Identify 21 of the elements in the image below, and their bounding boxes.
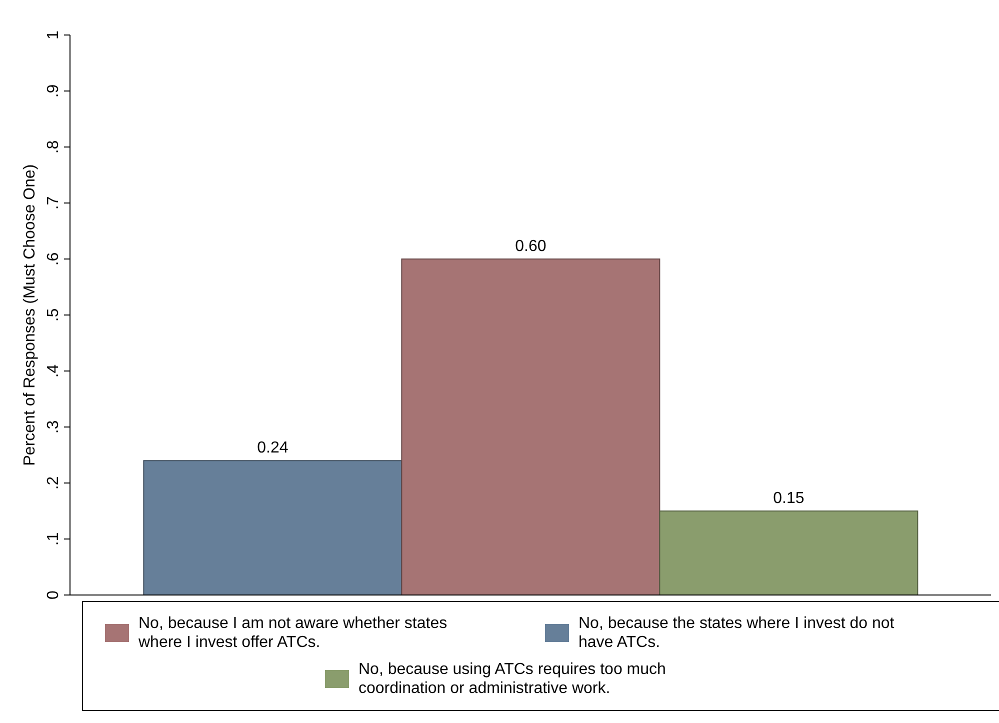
- y-tick-label: .4: [45, 364, 62, 378]
- data-label: 0.24: [257, 440, 288, 457]
- y-tick-label: .2: [45, 476, 62, 490]
- y-tick-label: .3: [45, 420, 62, 434]
- y-tick-label: .1: [45, 532, 62, 546]
- y-tick-label: 0: [45, 590, 62, 600]
- y-tick-label: .5: [45, 308, 62, 322]
- legend-label: No, because using ATCs requires too much coordination or administrative work.: [358, 660, 667, 698]
- bar: [143, 460, 402, 595]
- y-tick-label: .8: [45, 140, 62, 154]
- y-tick-label: 1: [45, 30, 62, 40]
- bar: [659, 510, 918, 595]
- y-tick-label: .6: [45, 252, 62, 266]
- data-label: 0.60: [515, 238, 546, 255]
- y-axis-title: Percent of Responses (Must Choose One): [22, 164, 39, 466]
- bar: [401, 258, 660, 595]
- data-label: 0.15: [773, 490, 804, 507]
- y-tick-label: .7: [45, 196, 62, 210]
- legend-label: No, because I am not aware whether states where I invest offer ATCs.: [138, 614, 448, 652]
- y-tick-label: .9: [45, 84, 62, 98]
- legend-label: No, because the states where I invest do not have ATCs.: [578, 614, 896, 652]
